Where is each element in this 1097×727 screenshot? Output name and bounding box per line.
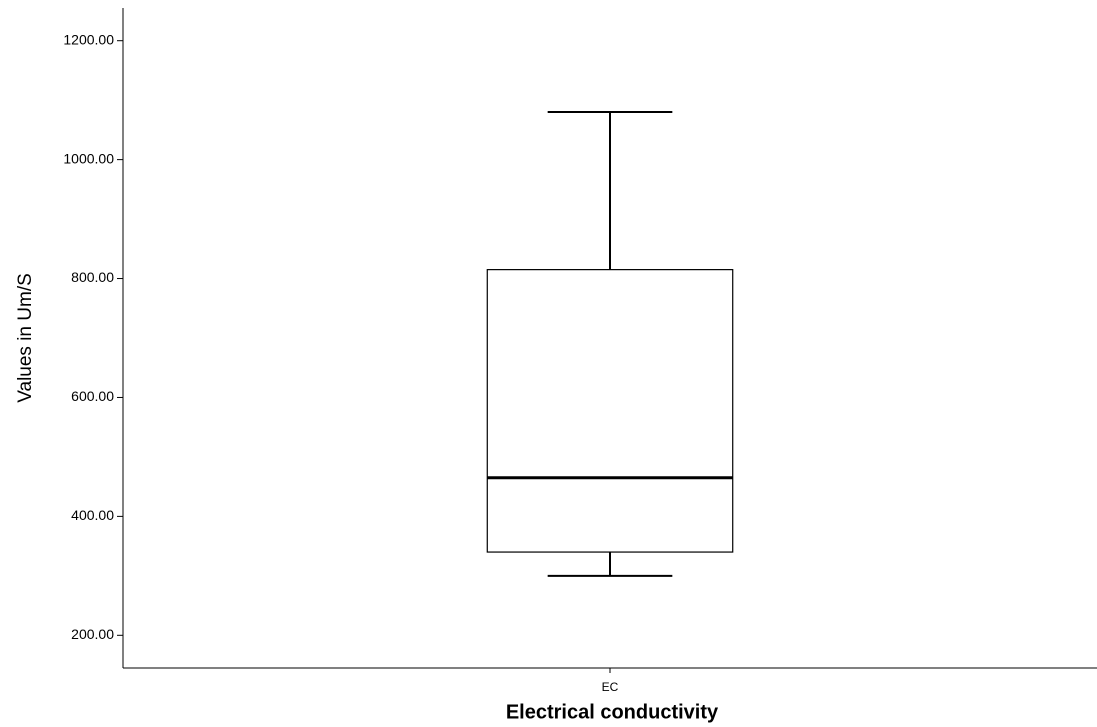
- y-tick-label: 400.00: [71, 507, 114, 523]
- y-tick-label: 1000.00: [63, 150, 114, 166]
- y-tick-label: 600.00: [71, 388, 114, 404]
- y-tick-label: 200.00: [71, 626, 114, 642]
- x-tick-label: EC: [602, 680, 619, 694]
- x-axis-title: Electrical conductivity: [506, 701, 719, 723]
- y-axis-title: Values in Um/S: [15, 273, 36, 403]
- y-tick-label: 800.00: [71, 269, 114, 285]
- box: [486, 269, 734, 553]
- y-tick-label: 1200.00: [63, 31, 114, 47]
